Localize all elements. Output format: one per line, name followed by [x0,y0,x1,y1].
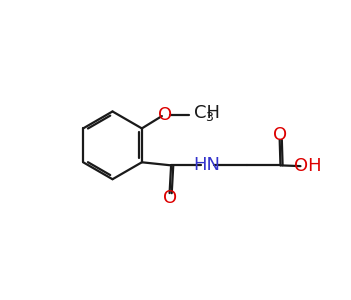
Text: CH: CH [194,104,220,122]
Text: O: O [273,126,287,144]
Text: HN: HN [193,156,220,174]
Text: 3: 3 [205,111,212,124]
Text: O: O [158,106,172,124]
Text: OH: OH [294,157,322,175]
Text: O: O [163,190,177,208]
